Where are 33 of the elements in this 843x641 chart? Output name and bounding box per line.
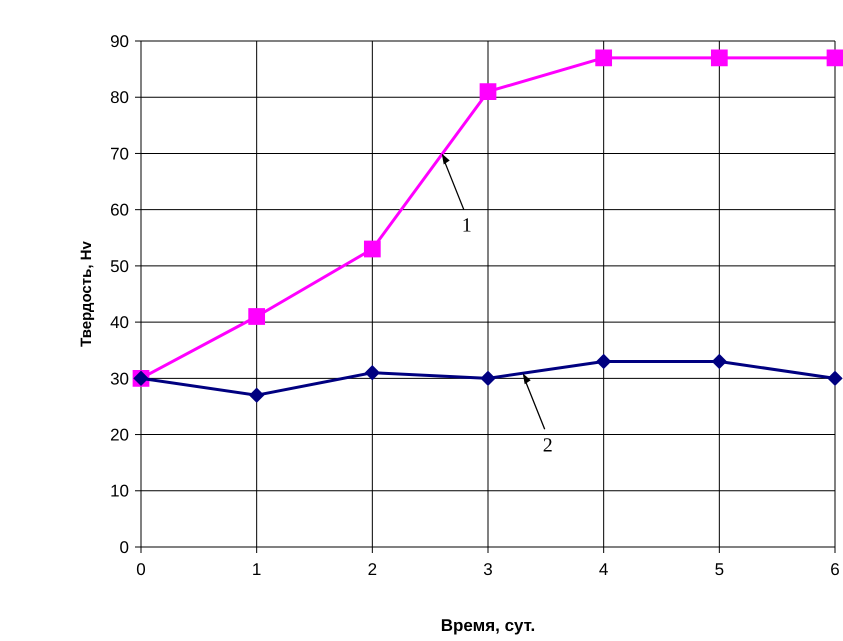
x-tick-label: 3	[483, 560, 493, 579]
point	[364, 365, 380, 380]
y-tick-label: 0	[120, 538, 129, 557]
y-tick-label: 80	[110, 88, 129, 108]
point	[826, 50, 843, 66]
point	[248, 308, 266, 325]
point	[595, 50, 612, 66]
annotation: 1	[462, 214, 472, 236]
x-axis-title: Время, сут.	[440, 616, 536, 635]
x-tick-label: 5	[714, 560, 724, 579]
x-tick-label: 2	[368, 560, 378, 579]
point	[480, 370, 496, 386]
x-tick-label: 0	[136, 560, 146, 579]
point	[596, 354, 612, 370]
y-tick-label: 60	[110, 200, 129, 220]
y-tick-label: 20	[110, 426, 129, 445]
point	[364, 240, 381, 258]
y-tick-label: 50	[110, 256, 129, 276]
y-tick-label: 90	[110, 32, 129, 51]
point	[712, 354, 728, 370]
annotation: 2	[542, 434, 553, 456]
y-axis-title: Твердость, Hv	[78, 240, 95, 347]
y-tick-label: 30	[110, 369, 129, 388]
y-tick-label: 10	[110, 482, 129, 501]
x-tick-label: 6	[830, 560, 840, 579]
y-tick-label: 40	[110, 313, 129, 332]
point	[248, 388, 264, 403]
point	[827, 370, 843, 386]
x-tick-label: 4	[598, 560, 608, 579]
x-tick-label: 1	[252, 560, 262, 579]
point	[710, 50, 728, 66]
point	[480, 83, 496, 100]
y-tick-label: 70	[110, 144, 129, 164]
